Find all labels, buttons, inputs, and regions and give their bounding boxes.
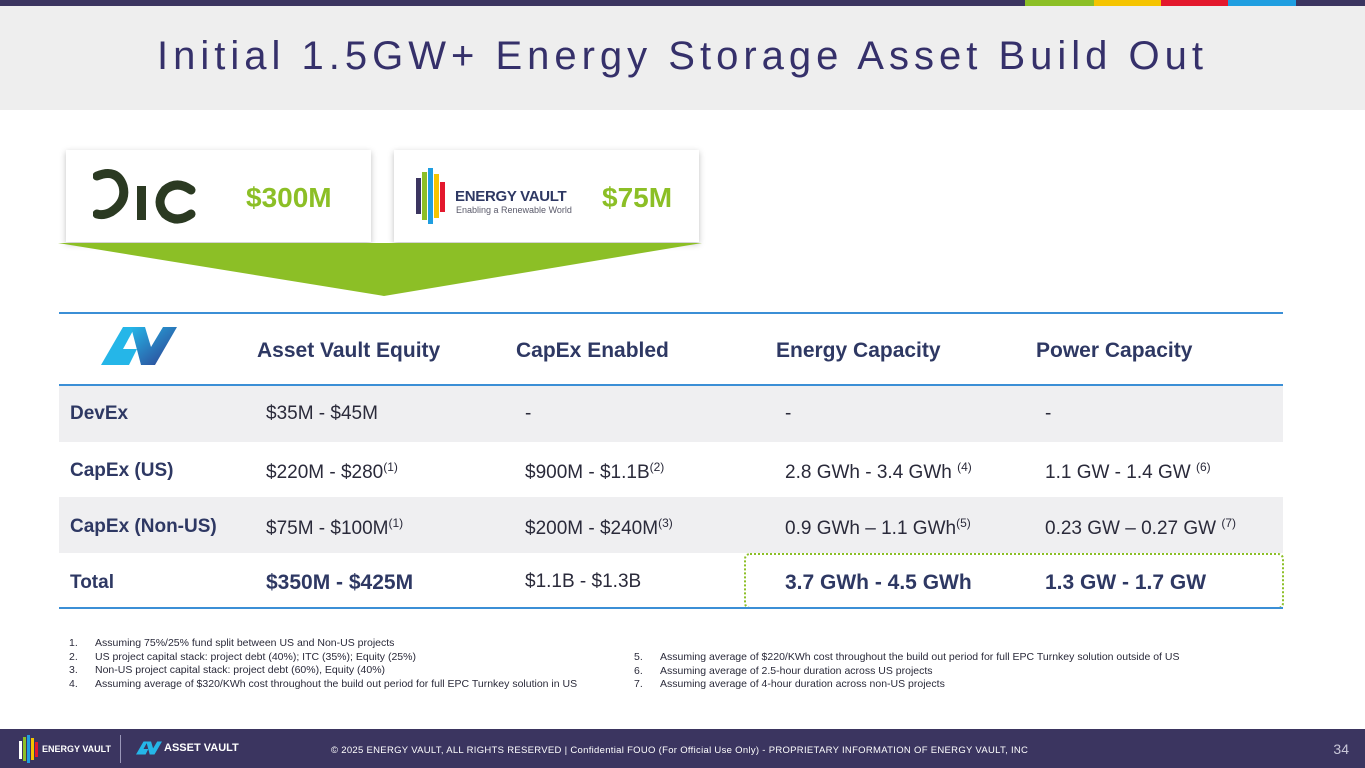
accent-green: [1025, 0, 1094, 6]
cell: $35M - $45M: [266, 403, 378, 424]
total-capex: $1.1B - $1.3B: [525, 571, 642, 592]
footer-asset-vault-icon: [136, 741, 162, 755]
cell: $75M - $100M(1): [266, 516, 404, 539]
header-asset-vault-equity: Asset Vault Equity: [257, 339, 441, 362]
cell: 1.1 GW - 1.4 GW (6): [1045, 460, 1211, 483]
cell: 0.23 GW – 0.27 GW (7): [1045, 516, 1237, 539]
row-label-devex: DevEx: [70, 403, 129, 424]
table-top-rule: [59, 312, 1283, 314]
row-label-total: Total: [70, 572, 114, 593]
investor-card-energy-vault: ENERGY VAULT Enabling a Renewable World …: [394, 150, 699, 242]
cell: -: [525, 403, 532, 424]
row-label-capex-us: CapEx (US): [70, 460, 174, 481]
cell: 0.9 GWh – 1.1 GWh(5): [785, 516, 971, 539]
footer-energy-vault-logo: ENERGY VAULT: [42, 744, 112, 754]
cell: $200M - $240M(3): [525, 516, 673, 539]
energy-vault-tagline: Enabling a Renewable World: [456, 205, 572, 215]
investor-card-oic: $300M: [66, 150, 371, 242]
row-label-capex-non-us: CapEx (Non-US): [70, 516, 217, 537]
footnote: 6. Assuming average of 2.5-hour duration …: [634, 664, 933, 677]
oic-amount: $300M: [246, 182, 332, 213]
accent-yellow: [1094, 0, 1161, 6]
accent-blue: [1228, 0, 1296, 6]
footer-divider: [120, 735, 121, 763]
page-title: Initial 1.5GW+ Energy Storage Asset Buil…: [157, 34, 1208, 78]
footer-asset-vault-logo: ASSET VAULT: [164, 742, 239, 754]
footer-energy-vault-icon: [19, 735, 38, 763]
header-energy-capacity: Energy Capacity: [776, 339, 941, 362]
cell: $220M - $280(1): [266, 460, 398, 483]
header-capex-enabled: CapEx Enabled: [516, 339, 669, 362]
energy-vault-logo-icon: [416, 168, 445, 224]
total-equity: $350M - $425M: [266, 571, 414, 594]
highlight-box: [744, 553, 1284, 609]
footnotes-right: 5. Assuming average of $220/KWh cost thro…: [634, 651, 1179, 692]
cell: -: [1045, 403, 1052, 424]
asset-vault-logo-icon: [101, 327, 177, 365]
energy-vault-amount: $75M: [602, 182, 673, 213]
table-row: [59, 497, 1283, 553]
footnote: 5. Assuming average of $220/KWh cost thro…: [634, 651, 1180, 663]
footnote: 2. US project capital stack: project debt…: [69, 650, 416, 663]
header-power-capacity: Power Capacity: [1036, 339, 1193, 362]
cell: $900M - $1.1B(2): [525, 460, 665, 483]
title-band: [0, 6, 1365, 110]
footnote: 3. Non-US project capital stack: project …: [69, 664, 386, 677]
page-number: 34: [1333, 741, 1349, 757]
oic-logo: [93, 169, 196, 224]
cell: 2.8 GWh - 3.4 GWh (4): [785, 460, 972, 483]
energy-vault-wordmark: ENERGY VAULT: [455, 188, 567, 205]
footnotes-left: 1. Assuming 75%/25% fund split between US…: [69, 637, 577, 691]
top-accent-bar: [0, 0, 1365, 6]
footer-copyright: © 2025 ENERGY VAULT, ALL RIGHTS RESERVED…: [331, 745, 1029, 756]
table-header-rule: [59, 384, 1283, 386]
total-power: 1.3 GW - 1.7 GW: [1045, 571, 1207, 594]
footnote: 7. Assuming average of 4-hour duration ac…: [634, 678, 945, 691]
accent-red: [1161, 0, 1228, 6]
funnel-arrow: [58, 243, 702, 296]
table-row: [59, 386, 1283, 442]
footnote: 4. Assuming average of $320/KWh cost thro…: [69, 677, 578, 690]
total-energy: 3.7 GWh - 4.5 GWh: [785, 571, 972, 594]
footer: ENERGY VAULT ASSET VAULT © 2025 ENERGY V…: [0, 729, 1365, 768]
cell: -: [785, 403, 792, 424]
table-bottom-rule: [59, 607, 1283, 609]
footnote: 1. Assuming 75%/25% fund split between US…: [69, 637, 395, 649]
